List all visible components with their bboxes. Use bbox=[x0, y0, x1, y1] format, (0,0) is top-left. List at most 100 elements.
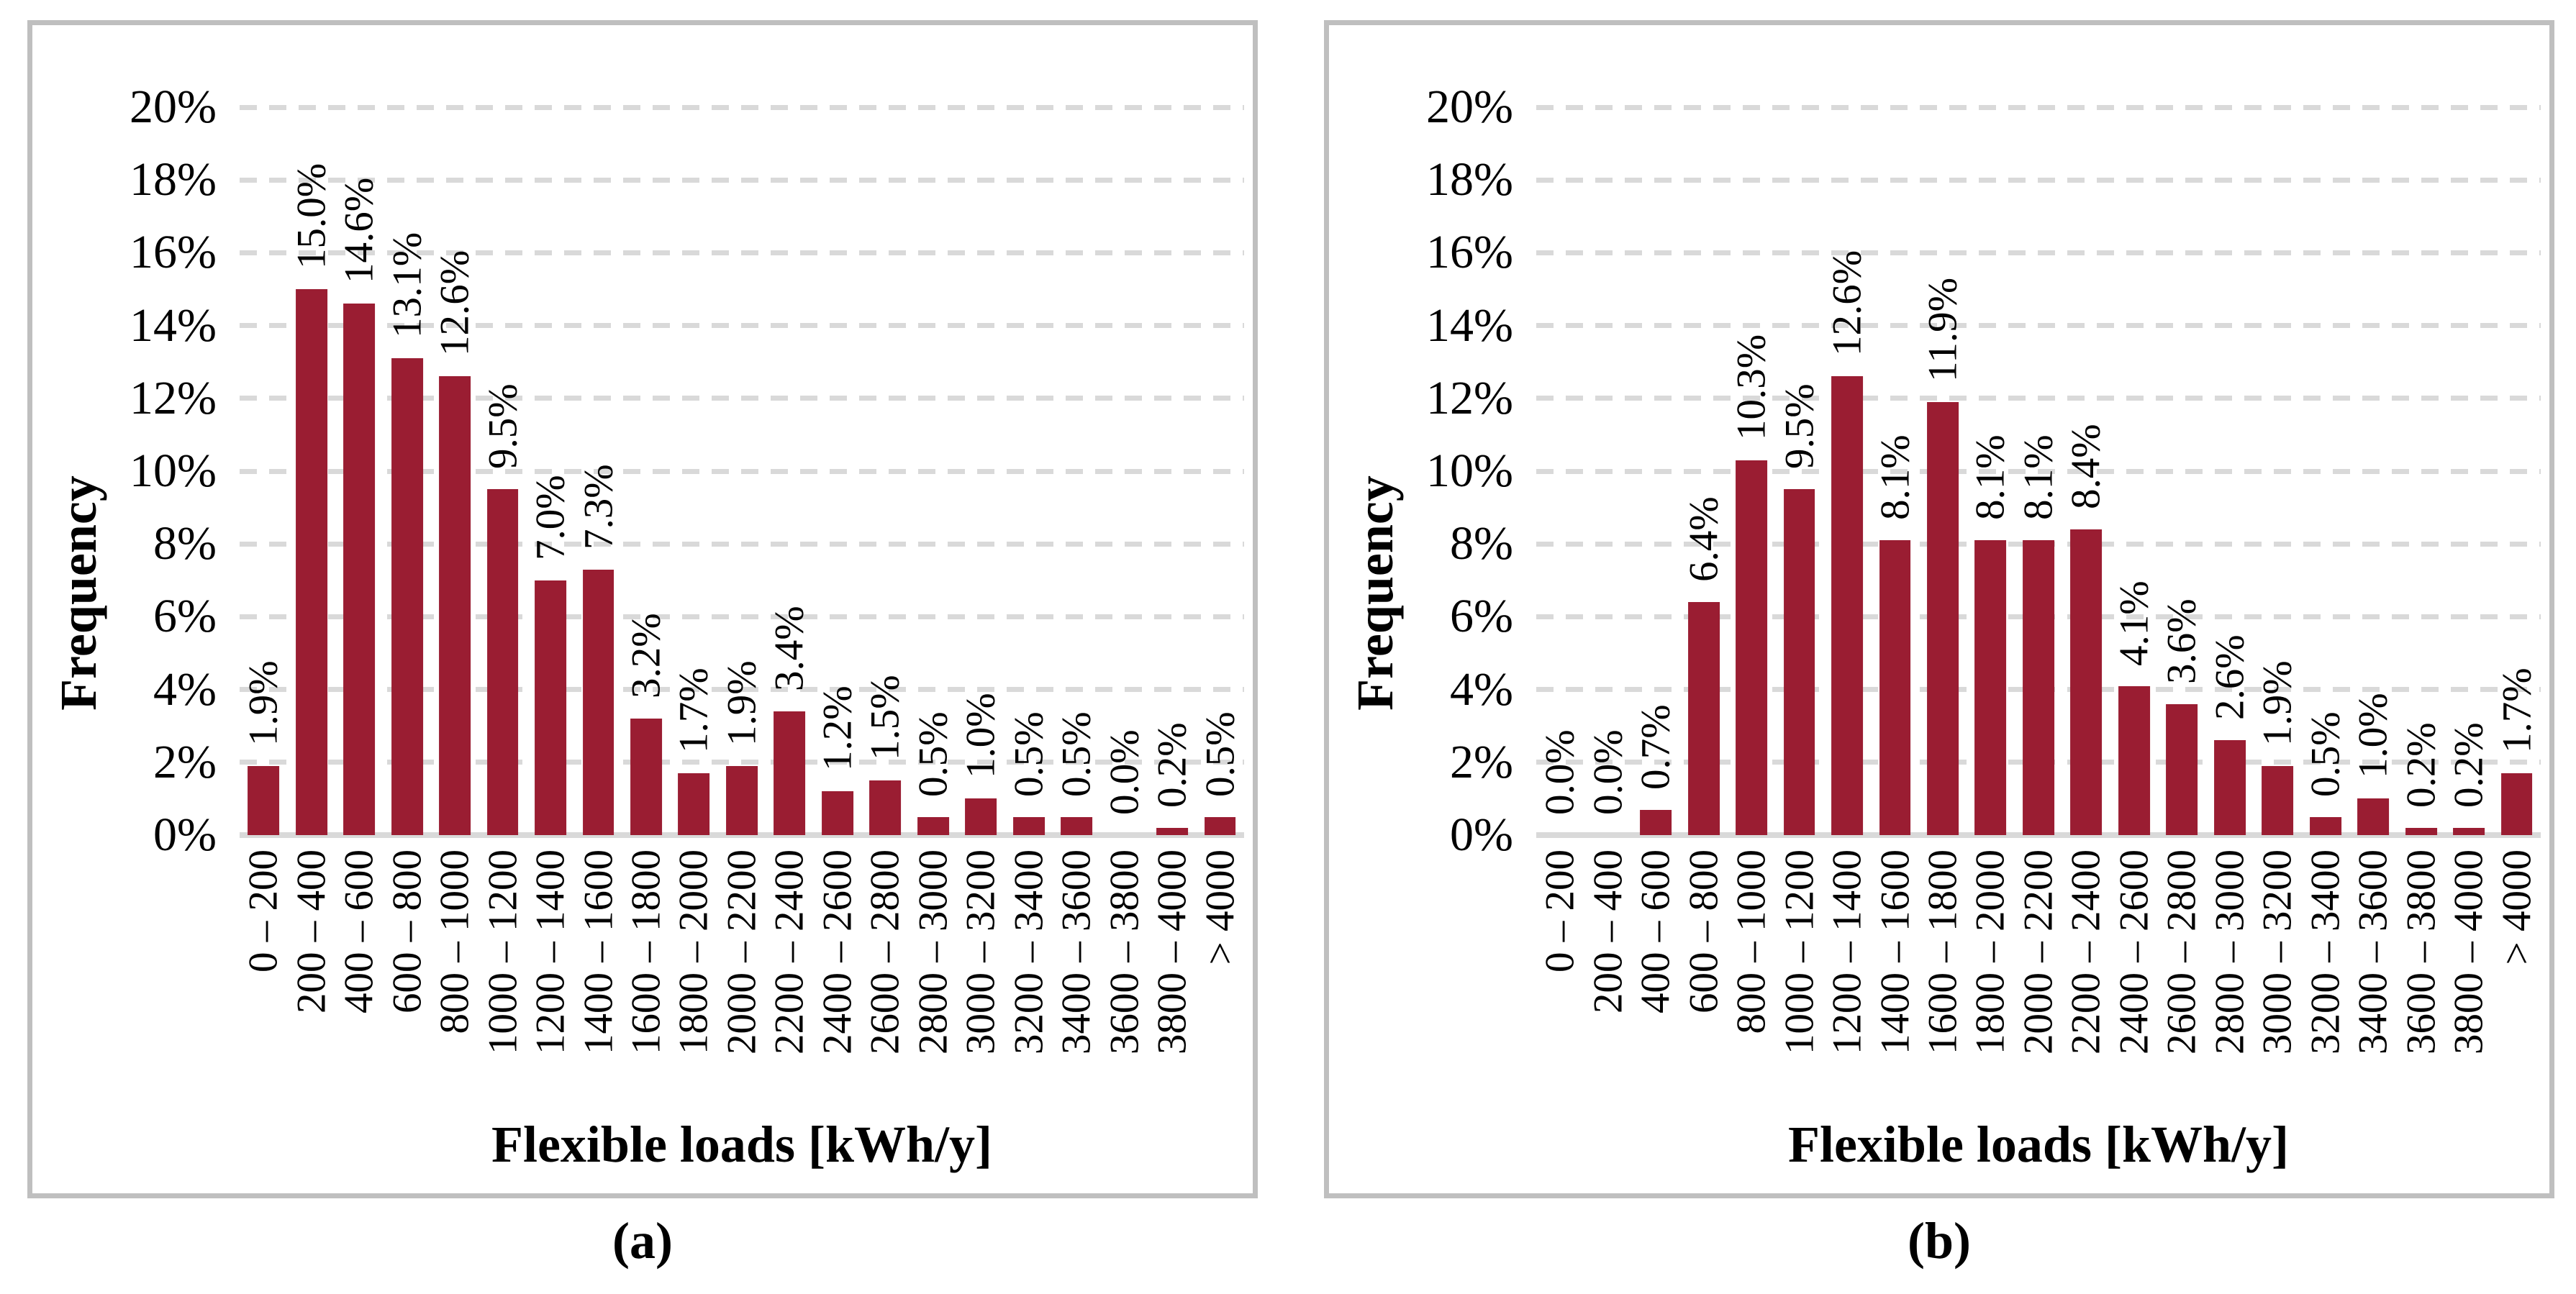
bar-cell: 1.7% bbox=[2493, 107, 2540, 835]
gridline bbox=[240, 468, 1244, 474]
y-tick-label: 4% bbox=[153, 662, 217, 716]
x-axis-line bbox=[1536, 832, 2541, 838]
x-tick-label: 1400 – 1600 bbox=[1872, 849, 1918, 1054]
bar-cell: 3.2% bbox=[622, 107, 670, 835]
data-label: 3.2% bbox=[623, 613, 669, 699]
x-tick-cell: 3600 – 3800 bbox=[2397, 849, 2444, 1078]
x-tick-cell: 3200 – 3400 bbox=[2302, 849, 2349, 1078]
y-tick-label: 0% bbox=[1450, 808, 1513, 861]
bar-1000 – 1200 bbox=[1783, 489, 1815, 835]
x-tick-cell: 1800 – 2000 bbox=[670, 849, 717, 1078]
bar-cell: 1.9% bbox=[240, 107, 287, 835]
x-tick-cell: 2600 – 2800 bbox=[861, 849, 909, 1078]
x-tick-cell: 3400 – 3600 bbox=[1053, 849, 1100, 1078]
bar-3800 – 4000 bbox=[1156, 827, 1189, 835]
bar-cell: 0.0% bbox=[1100, 107, 1148, 835]
x-tick-cell: 2200 – 2400 bbox=[766, 849, 813, 1078]
x-tick-cell: 600 – 800 bbox=[1679, 849, 1727, 1078]
bar-600 – 800 bbox=[391, 358, 423, 835]
bar-2800 – 3000 bbox=[917, 816, 949, 835]
x-tick-cell: 800 – 1000 bbox=[431, 849, 479, 1078]
x-tick-label: 2400 – 2600 bbox=[2111, 849, 2157, 1054]
bar-cell: 9.5% bbox=[479, 107, 526, 835]
bar-3600 – 3800 bbox=[2405, 827, 2437, 835]
bar-cell: 8.1% bbox=[1871, 107, 1918, 835]
bar-cell: 1.7% bbox=[670, 107, 717, 835]
x-tick-cell: 0 – 200 bbox=[240, 849, 287, 1078]
data-label: 12.6% bbox=[1824, 250, 1870, 357]
data-label: 3.6% bbox=[2159, 598, 2205, 684]
x-tick-cell: 3200 – 3400 bbox=[1005, 849, 1053, 1078]
bar-cell: 8.1% bbox=[2015, 107, 2062, 835]
bar-cell: 7.0% bbox=[527, 107, 574, 835]
bar-1800 – 2000 bbox=[1974, 540, 2007, 835]
x-tick-cell: 0 – 200 bbox=[1536, 849, 1584, 1078]
x-tick-label: 1600 – 1800 bbox=[623, 849, 669, 1054]
x-tick-cell: 1200 – 1400 bbox=[527, 849, 574, 1078]
bar-2600 – 2800 bbox=[869, 780, 902, 835]
bar-cell: 4.1% bbox=[2110, 107, 2158, 835]
bar-cell: 3.4% bbox=[766, 107, 813, 835]
caption-b: (b) bbox=[1908, 1212, 1971, 1270]
x-tick-label: 3800 – 4000 bbox=[2446, 849, 2492, 1054]
gridline bbox=[240, 250, 1244, 255]
bar-cell: 0.2% bbox=[2397, 107, 2444, 835]
data-label: 1.0% bbox=[2350, 693, 2396, 779]
data-label: 2.6% bbox=[2207, 634, 2253, 721]
panel-a: Frequency 0% 2% 4% 6% 8% 10% 12% 14% 16% 18% 20% 1… bbox=[27, 20, 1258, 1198]
x-tick-cell: 1600 – 1800 bbox=[622, 849, 670, 1078]
x-tick-cell: 3800 – 4000 bbox=[2445, 849, 2493, 1078]
x-tick-label: 2000 – 2200 bbox=[2015, 849, 2062, 1054]
gridline bbox=[240, 104, 1244, 110]
y-tick-label: 12% bbox=[130, 371, 217, 424]
bar-cell: 6.4% bbox=[1679, 107, 1727, 835]
x-tick-label: 400 – 600 bbox=[336, 849, 382, 1013]
x-tick-label: 600 – 800 bbox=[384, 849, 430, 1013]
bar-> 4000 bbox=[2500, 773, 2533, 835]
x-tick-cell: 2000 – 2200 bbox=[2015, 849, 2062, 1078]
data-label: 6.4% bbox=[1681, 496, 1727, 583]
x-tick-label: 3800 – 4000 bbox=[1149, 849, 1195, 1054]
panel-row: Frequency 0% 2% 4% 6% 8% 10% 12% 14% 16% 18% 20% 1… bbox=[27, 20, 2554, 1198]
x-tick-label: 3400 – 3600 bbox=[1053, 849, 1099, 1054]
y-tick-label: 2% bbox=[1450, 735, 1513, 788]
data-label: 15.0% bbox=[289, 163, 335, 269]
bar-3000 – 3200 bbox=[965, 798, 997, 835]
y-tick-label: 4% bbox=[1450, 662, 1513, 716]
data-label: 11.9% bbox=[1920, 277, 1966, 382]
x-tick-cell: 2200 – 2400 bbox=[2062, 849, 2110, 1078]
bar-2200 – 2400 bbox=[774, 711, 806, 835]
gridline bbox=[240, 541, 1244, 547]
gridline bbox=[240, 177, 1244, 183]
data-label: 0.5% bbox=[1197, 711, 1243, 797]
bar-2400 – 2600 bbox=[2118, 685, 2150, 835]
bar-1000 – 1200 bbox=[486, 489, 519, 835]
gridline bbox=[240, 614, 1244, 619]
y-tick-label: 12% bbox=[1426, 371, 1513, 424]
bar-cell: 0.0% bbox=[1584, 107, 1631, 835]
data-label: 7.0% bbox=[527, 475, 573, 560]
x-tick-label: 1000 – 1200 bbox=[480, 849, 526, 1054]
gridline bbox=[1536, 323, 2541, 329]
data-label: 12.6% bbox=[432, 250, 478, 357]
data-label: 4.1% bbox=[2111, 580, 2157, 666]
y-axis-ticks: 0% 2% 4% 6% 8% 10% 12% 14% 16% 18% 20% bbox=[119, 83, 240, 859]
x-tick-cell: 3000 – 3200 bbox=[957, 849, 1004, 1078]
y-axis-title-a: Frequency bbox=[38, 107, 119, 1078]
y-axis-title-b: Frequency bbox=[1335, 107, 1415, 1078]
x-tick-label: 200 – 400 bbox=[289, 849, 335, 1013]
x-tick-cell: 1800 – 2000 bbox=[1967, 849, 2014, 1078]
x-tick-label: 800 – 1000 bbox=[1728, 849, 1774, 1034]
x-tick-label: 600 – 800 bbox=[1681, 849, 1727, 1013]
gridline bbox=[1536, 468, 2541, 474]
x-tick-label: 0 – 200 bbox=[240, 849, 286, 972]
bar-cell: 12.6% bbox=[1823, 107, 1871, 835]
y-tick-label: 20% bbox=[130, 81, 217, 133]
bar-3200 – 3400 bbox=[2309, 816, 2341, 835]
gridline bbox=[1536, 104, 2541, 110]
data-label: 3.4% bbox=[766, 606, 812, 691]
plot-area: 0.0% 0.0% 0.7% 6.4% 10.3% 9.5% 12.6% 8.1% 11.9% 8… bbox=[1536, 104, 2541, 838]
y-axis-title-text: Frequency bbox=[49, 475, 107, 711]
x-tick-label: 2200 – 2400 bbox=[766, 849, 812, 1054]
y-tick-label: 6% bbox=[153, 590, 217, 643]
